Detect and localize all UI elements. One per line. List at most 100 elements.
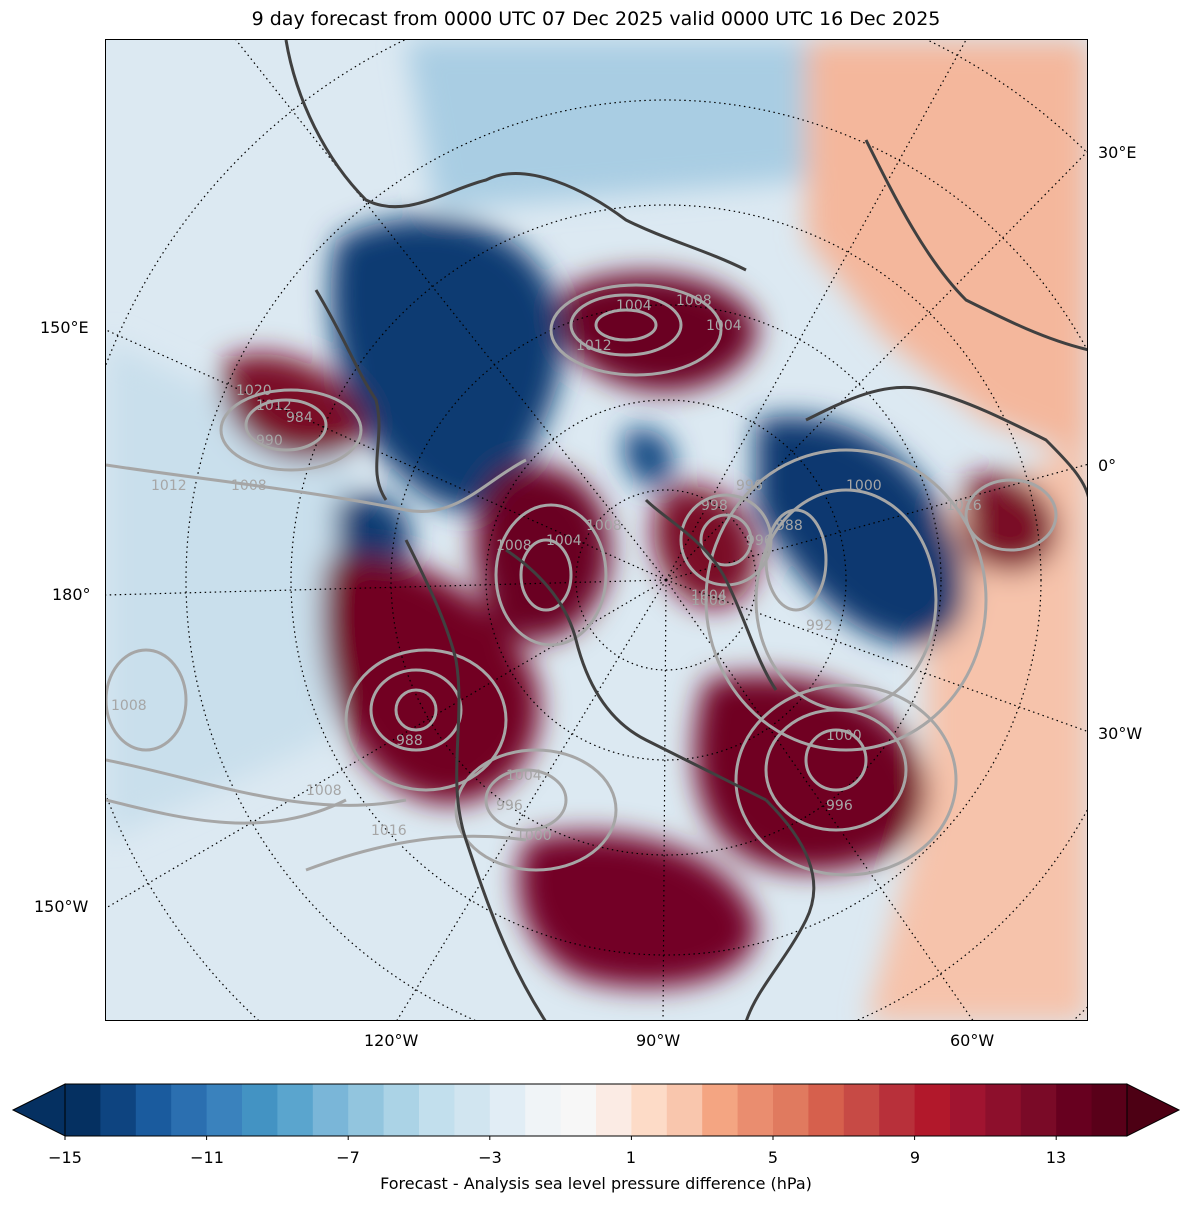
colorbar	[11, 1083, 1181, 1140]
contour-label: 1000	[516, 828, 552, 844]
contour-line	[699, 513, 753, 567]
colorbar-label: Forecast - Analysis sea level pressure d…	[380, 1174, 812, 1193]
colorbar-cell	[419, 1084, 455, 1136]
colorbar-tick-label: 13	[1045, 1148, 1067, 1167]
contour-label: 996	[496, 798, 523, 814]
colorbar-tick-label: 5	[767, 1148, 779, 1167]
colorbar-cell	[1091, 1084, 1128, 1136]
figure-title: 9 day forecast from 0000 UTC 07 Dec 2025…	[251, 8, 941, 30]
contour-label: 1016	[946, 498, 982, 514]
contour-line	[454, 748, 618, 872]
anomaly-arctic-positive	[474, 465, 610, 641]
longitude-label: 0°	[1098, 456, 1117, 475]
colorbar-cell	[560, 1084, 597, 1136]
contour-line	[219, 388, 363, 472]
contour-label: 984	[286, 410, 313, 426]
latitude-circle	[485, 399, 847, 761]
colorbar-cell	[312, 1084, 349, 1136]
colorbar-cell	[242, 1084, 278, 1136]
colorbar-cell	[525, 1084, 562, 1136]
meridian	[106, 579, 667, 909]
colorbar-cell	[950, 1084, 986, 1136]
meridian	[662, 579, 667, 1020]
contour-label: 1012	[576, 338, 612, 354]
contour-label: 1016	[371, 823, 407, 839]
coastline	[745, 798, 816, 1020]
longitude-label: 60°W	[950, 1031, 995, 1050]
contour-label: 1008	[496, 538, 532, 554]
contour-line	[394, 688, 438, 732]
contour-line	[594, 308, 658, 342]
meridian	[396, 579, 667, 1020]
coastline	[864, 139, 1087, 352]
contour-label: 1008	[306, 783, 342, 799]
colorbar-cell	[666, 1084, 703, 1136]
contour-line	[106, 458, 527, 513]
contour-label: 988	[396, 733, 423, 749]
contour-label: 998	[701, 498, 728, 514]
contour-label: 1008	[676, 293, 712, 309]
contour-label: 1004	[546, 533, 582, 549]
anomaly-barents-positive	[560, 273, 758, 392]
contour-label: 1012	[256, 398, 292, 414]
map-panel: 1004 1008 1012 1008 1004 1008 998 996 98…	[105, 39, 1088, 1021]
contour-label: 1008	[231, 478, 267, 494]
colorbar-cell	[702, 1084, 739, 1136]
colorbar-cell	[1056, 1084, 1093, 1136]
colorbar-cell	[65, 1084, 101, 1136]
coastline	[284, 40, 747, 272]
colorbar-cell	[100, 1084, 137, 1136]
anomaly-atlantic-positive	[866, 440, 1087, 1020]
contour-line	[964, 478, 1058, 552]
anomaly-small-negative	[624, 428, 674, 487]
map-svg: 1004 1008 1012 1008 1004 1008 998 996 98…	[106, 40, 1087, 1020]
longitude-label: 120°W	[364, 1031, 419, 1050]
colorbar-cell	[631, 1084, 668, 1136]
longitude-label: 150°W	[34, 897, 89, 916]
colorbar-cell	[454, 1084, 491, 1136]
longitude-label: 150°E	[40, 318, 89, 337]
anomaly-alaska-positive	[321, 556, 540, 804]
coastline	[644, 498, 778, 691]
colorbar-cell	[808, 1084, 845, 1136]
contour-label-group: 1004 1008 1012 1008 1004 1008 998 996 98…	[111, 293, 982, 844]
colorbar-max-extend	[1126, 1083, 1181, 1137]
colorbar-cell	[985, 1084, 1022, 1136]
contour-line	[734, 683, 958, 877]
contour-label: 1004	[506, 768, 542, 784]
colorbar-cell	[489, 1084, 526, 1136]
colorbar-tick-label: 1	[625, 1148, 637, 1167]
contour-label: 1004	[691, 588, 727, 604]
meridian	[665, 463, 1087, 581]
contour-label: 1000	[846, 478, 882, 494]
anomaly-siberia-negative	[406, 40, 806, 210]
colorbar-tick-label: −7	[336, 1148, 360, 1167]
contour-label: 1020	[236, 383, 272, 399]
colorbar-cell	[843, 1084, 880, 1136]
colorbar-cell	[773, 1084, 809, 1136]
contour-label: 996	[736, 478, 763, 494]
contour-line	[764, 708, 908, 832]
contour-line	[106, 758, 407, 807]
contour-label: 1008	[586, 518, 622, 534]
coastline	[404, 539, 547, 1020]
contour-line	[369, 668, 463, 752]
colorbar-cell	[135, 1084, 172, 1136]
anomaly-pacific-negative	[106, 340, 356, 840]
colorbar-cell	[206, 1084, 243, 1136]
coastlines	[284, 40, 1087, 1020]
meridian	[106, 579, 667, 596]
contour-line	[344, 648, 508, 792]
longitude-label: 30°E	[1098, 143, 1137, 162]
colorbar-cell	[277, 1084, 314, 1136]
contour-line	[569, 293, 683, 357]
contour-label: 1000	[826, 728, 862, 744]
coastline	[314, 289, 388, 501]
contour-line	[704, 448, 988, 752]
colorbar-cell	[914, 1084, 951, 1136]
contour-label: 996	[746, 533, 773, 549]
colorbar-cell	[737, 1084, 774, 1136]
anomaly-northamerica-positive	[518, 832, 757, 988]
contour-line	[106, 648, 188, 752]
colorbar-min-extend	[11, 1083, 66, 1137]
